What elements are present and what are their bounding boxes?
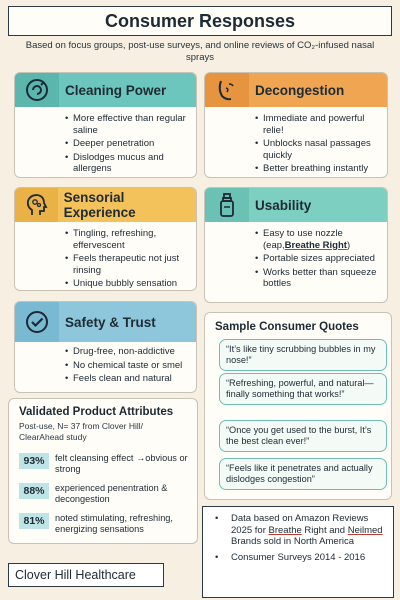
card-cleaning-power: Cleaning Power More effective than regul… <box>14 72 197 178</box>
spray-bottle-icon <box>205 188 249 222</box>
list-item: Works better than squeeze bottles <box>255 267 379 290</box>
card-decongestion: Decongestion Immediate and powerful reli… <box>204 72 388 178</box>
page-subtitle: Based on focus groups, post-use surveys,… <box>25 40 375 63</box>
source-text: Brands sold in North America <box>231 536 355 547</box>
quote-bubble: “Once you get used to the burst, It’s th… <box>219 420 387 452</box>
stat-percent: 88% <box>19 483 49 499</box>
card-header: Decongestion <box>205 73 387 107</box>
stat-percent: 81% <box>19 513 49 529</box>
bullet-list: Drug-free, non-addictive No chemical tas… <box>15 342 196 385</box>
card-safety-trust: Safety & Trust Drug-free, non-addictive … <box>14 301 197 393</box>
source-text: Right and <box>301 524 348 536</box>
list-item: No chemical taste or smel <box>65 360 188 372</box>
brand-label: Clover Hill Healthcare <box>8 563 164 587</box>
card-title: Usability <box>255 197 312 213</box>
list-item: Tingling, refreshing, effervescent <box>65 228 188 251</box>
card-title: Decongestion <box>255 82 345 98</box>
stat-row: 88% experienced penentration & decongest… <box>19 483 195 504</box>
stat-text: experienced penentration & decongestion <box>55 483 168 504</box>
bullet-list: More effective than regular saline Deepe… <box>15 107 196 175</box>
attributes-panel: Validated Product Attributes Post-use, N… <box>8 398 198 544</box>
source-item: Consumer Surveys 2014 - 2016 <box>215 552 385 564</box>
list-item: Better breathing instantly <box>255 163 379 175</box>
list-item-text: Easy to use nozzle (eap, <box>263 228 343 251</box>
brand-text: Neilmed <box>347 524 383 536</box>
stat-text: felt cleansing effect →obvious or strong <box>55 453 188 474</box>
bullet-list: Immediate and powerful relie! Unblocks n… <box>205 107 387 175</box>
head-bubbles-icon <box>15 188 58 222</box>
sources-box: Data based on Amazon Reviews 2025 for Br… <box>202 506 394 598</box>
source-text: Data based on Amazon Reviews 2025 for <box>231 513 369 536</box>
quotes-panel: Sample Consumer Quotes “It’s like tiny s… <box>204 312 392 500</box>
stat-text: noted stimulating, refreshing, energizin… <box>55 513 173 534</box>
bullet-list: Easy to use nozzle (eap,Breathe Right) P… <box>205 222 387 290</box>
swirl-icon <box>15 73 59 107</box>
card-header: Usability <box>205 188 387 222</box>
source-item: Data based on Amazon Reviews 2025 for Br… <box>215 513 385 548</box>
page-title: Consumer Responses <box>8 6 392 36</box>
card-title: Cleaning Power <box>65 82 167 98</box>
checkmark-icon <box>15 302 59 342</box>
sources-list: Data based on Amazon Reviews 2025 for Br… <box>203 507 393 563</box>
card-header: Sensorial Experience <box>15 188 196 222</box>
card-header: Cleaning Power <box>15 73 196 107</box>
attributes-title: Validated Product Attributes <box>19 406 174 418</box>
list-item: Feels clean and natural <box>65 373 188 385</box>
card-header: Safety & Trust <box>15 302 196 342</box>
stat-row: 93% felt cleansing effect →obvious or st… <box>19 453 195 474</box>
list-item: Immediate and powerful relie! <box>255 113 379 136</box>
list-item: Feels therapeutic not just rinsing <box>65 253 188 276</box>
list-item: Unique bubbly sensation <box>65 278 188 290</box>
card-title: Safety & Trust <box>65 314 156 330</box>
brand-link: Breathe Right <box>284 239 347 251</box>
brand-text: Breathe <box>268 524 302 536</box>
study-note: Post-use, N= 37 from Clover Hill/ ClearA… <box>19 421 143 442</box>
card-sensorial-experience: Sensorial Experience Tingling, refreshin… <box>14 187 197 291</box>
quote-bubble: “Feels like it penetrates and actually d… <box>219 458 387 490</box>
list-item: More effective than regular saline <box>65 113 188 136</box>
list-item: Unblocks nasal passages quickly <box>255 138 379 161</box>
card-title: Sensorial Experience <box>63 190 136 220</box>
list-item: Dislodges mucus and allergens <box>65 152 188 175</box>
list-item: Portable sizes appreciated <box>255 253 379 265</box>
list-item: Easy to use nozzle (eap,Breathe Right) <box>255 228 379 251</box>
list-item: Deeper penetration <box>65 138 188 150</box>
quotes-title: Sample Consumer Quotes <box>215 321 359 333</box>
face-icon <box>205 73 249 107</box>
stat-percent: 93% <box>19 453 49 469</box>
card-usability: Usability Easy to use nozzle (eap,Breath… <box>204 187 388 303</box>
stat-row: 81% noted stimulating, refreshing, energ… <box>19 513 195 534</box>
quote-bubble: “Refreshing, powerful, and natural—final… <box>219 373 387 405</box>
list-item: Drug-free, non-addictive <box>65 346 188 358</box>
quote-bubble: “It’s like tiny scrubbing bubbles in my … <box>219 339 387 371</box>
list-item-close: ) <box>346 239 351 251</box>
bullet-list: Tingling, refreshing, effervescent Feels… <box>15 222 196 290</box>
